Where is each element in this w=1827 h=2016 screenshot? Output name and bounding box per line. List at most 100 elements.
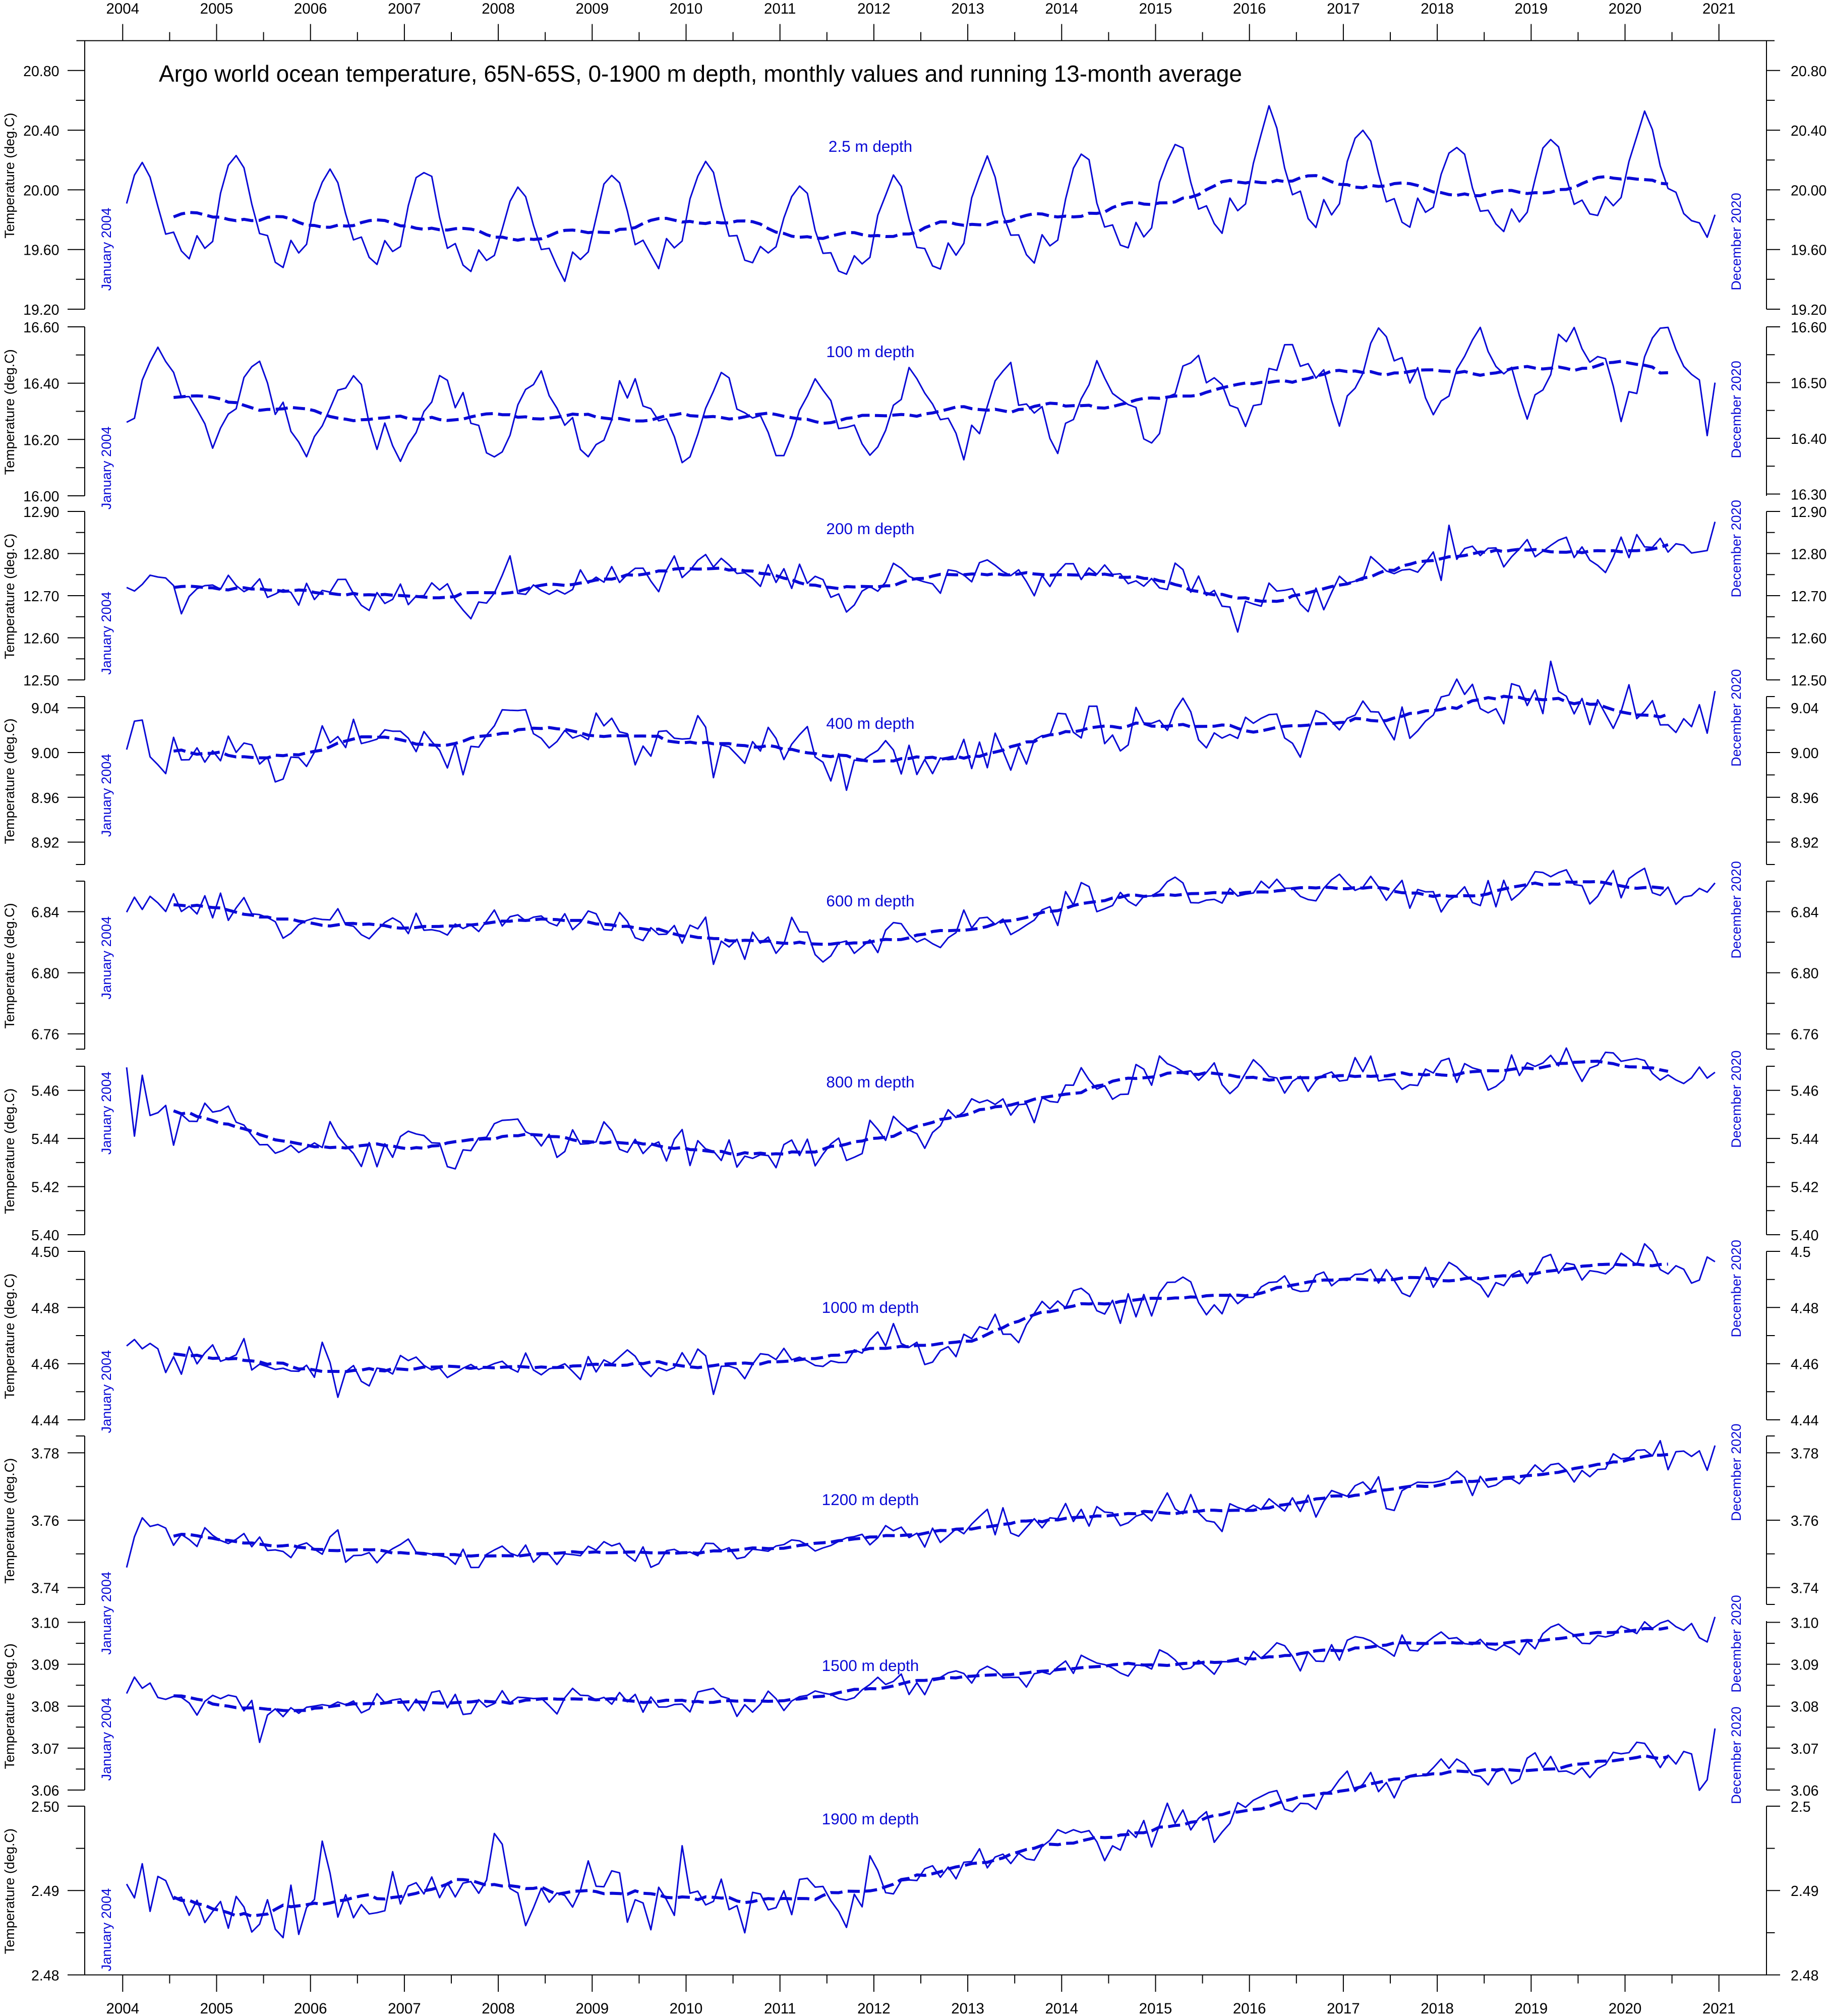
svg-text:6.76: 6.76 (31, 1027, 59, 1043)
svg-text:December 2020: December 2020 (1728, 193, 1744, 290)
svg-text:January 2004: January 2004 (98, 208, 114, 291)
svg-text:2007: 2007 (388, 2000, 421, 2016)
svg-text:3.78: 3.78 (31, 1446, 59, 1462)
svg-text:2.49: 2.49 (1791, 1883, 1818, 1899)
svg-text:4.48: 4.48 (1791, 1300, 1818, 1316)
svg-text:4.48: 4.48 (31, 1300, 59, 1316)
svg-text:2015: 2015 (1139, 2000, 1172, 2016)
svg-text:800 m depth: 800 m depth (826, 1073, 914, 1091)
svg-text:January 2004: January 2004 (98, 916, 114, 1000)
svg-text:8.96: 8.96 (31, 790, 59, 807)
svg-text:200 m depth: 200 m depth (826, 520, 914, 538)
svg-text:3.09: 3.09 (31, 1657, 59, 1674)
svg-text:2017: 2017 (1327, 2000, 1360, 2016)
svg-text:2014: 2014 (1045, 1, 1078, 17)
svg-text:5.42: 5.42 (1791, 1180, 1818, 1196)
svg-text:1500 m depth: 1500 m depth (822, 1656, 919, 1675)
svg-text:9.00: 9.00 (1791, 745, 1818, 762)
svg-text:Temperature (deg.C): Temperature (deg.C) (2, 1088, 17, 1214)
svg-text:12.70: 12.70 (23, 589, 59, 605)
svg-text:December 2020: December 2020 (1728, 1595, 1744, 1692)
svg-text:Temperature (deg.C): Temperature (deg.C) (2, 718, 17, 844)
svg-text:5.44: 5.44 (31, 1131, 60, 1147)
svg-text:3.10: 3.10 (31, 1616, 59, 1632)
svg-text:20.00: 20.00 (1791, 183, 1826, 199)
svg-text:19.20: 19.20 (1791, 302, 1826, 318)
svg-text:January 2004: January 2004 (98, 426, 114, 509)
svg-text:9.00: 9.00 (31, 745, 59, 762)
svg-text:6.80: 6.80 (31, 966, 59, 982)
svg-text:4.46: 4.46 (31, 1357, 59, 1373)
svg-text:3.76: 3.76 (31, 1513, 59, 1529)
svg-text:16.60: 16.60 (23, 320, 59, 336)
svg-text:3.74: 3.74 (1791, 1581, 1819, 1597)
svg-text:16.40: 16.40 (23, 376, 59, 392)
svg-text:2010: 2010 (670, 2000, 703, 2016)
svg-text:2.50: 2.50 (31, 1799, 59, 1815)
svg-text:20.40: 20.40 (23, 123, 59, 139)
svg-text:January 2004: January 2004 (98, 592, 114, 675)
svg-text:12.80: 12.80 (1791, 547, 1826, 563)
svg-text:2.48: 2.48 (31, 1968, 59, 1984)
svg-text:2006: 2006 (294, 2000, 327, 2016)
svg-text:2010: 2010 (670, 1, 703, 17)
svg-text:8.92: 8.92 (1791, 835, 1818, 851)
svg-text:12.50: 12.50 (1791, 673, 1826, 689)
svg-text:January 2004: January 2004 (98, 1888, 114, 1972)
svg-text:1200 m depth: 1200 m depth (822, 1490, 919, 1509)
svg-text:2019: 2019 (1514, 2000, 1548, 2016)
svg-text:16.30: 16.30 (1791, 487, 1826, 503)
svg-text:December 2020: December 2020 (1728, 1050, 1744, 1147)
svg-text:1900 m depth: 1900 m depth (822, 1810, 919, 1828)
svg-text:Temperature (deg.C): Temperature (deg.C) (2, 1274, 17, 1399)
svg-text:3.06: 3.06 (1791, 1783, 1818, 1799)
svg-text:2008: 2008 (482, 1, 515, 17)
svg-text:3.76: 3.76 (1791, 1513, 1818, 1529)
svg-text:Temperature (deg.C): Temperature (deg.C) (2, 349, 17, 475)
svg-text:2.48: 2.48 (1791, 1968, 1818, 1984)
svg-text:2.5: 2.5 (1791, 1799, 1811, 1815)
svg-text:2.5 m depth: 2.5 m depth (829, 137, 912, 155)
svg-text:Temperature (deg.C): Temperature (deg.C) (2, 113, 17, 239)
svg-text:16.50: 16.50 (1791, 376, 1826, 392)
svg-text:600 m depth: 600 m depth (826, 892, 914, 910)
svg-text:Temperature (deg.C): Temperature (deg.C) (2, 534, 17, 659)
svg-text:January 2004: January 2004 (98, 1698, 114, 1781)
svg-text:1000 m depth: 1000 m depth (822, 1298, 919, 1316)
svg-text:6.84: 6.84 (1791, 905, 1819, 921)
svg-text:5.40: 5.40 (31, 1228, 59, 1244)
svg-text:December 2020: December 2020 (1728, 361, 1744, 458)
svg-text:2016: 2016 (1233, 2000, 1266, 2016)
svg-text:3.10: 3.10 (1791, 1616, 1818, 1632)
svg-text:2019: 2019 (1514, 1, 1548, 17)
svg-text:3.74: 3.74 (31, 1581, 60, 1597)
svg-text:4.44: 4.44 (31, 1413, 60, 1429)
svg-text:2004: 2004 (106, 2000, 139, 2016)
svg-text:2012: 2012 (857, 2000, 891, 2016)
svg-text:12.60: 12.60 (1791, 631, 1826, 647)
svg-text:December 2020: December 2020 (1728, 1240, 1744, 1337)
svg-text:19.20: 19.20 (23, 302, 59, 318)
svg-text:2016: 2016 (1233, 1, 1266, 17)
svg-text:2009: 2009 (575, 2000, 609, 2016)
svg-text:12.50: 12.50 (23, 673, 59, 689)
svg-text:4.44: 4.44 (1791, 1413, 1819, 1429)
svg-text:December 2020: December 2020 (1728, 500, 1744, 597)
svg-text:2004: 2004 (106, 1, 139, 17)
svg-text:12.60: 12.60 (23, 631, 59, 647)
svg-text:2009: 2009 (575, 1, 609, 17)
svg-text:12.90: 12.90 (1791, 504, 1826, 521)
svg-text:December 2020: December 2020 (1728, 669, 1744, 767)
svg-text:12.70: 12.70 (1791, 589, 1826, 605)
svg-text:2018: 2018 (1421, 1, 1454, 17)
svg-text:2006: 2006 (294, 1, 327, 17)
svg-text:2013: 2013 (951, 1, 984, 17)
svg-text:5.46: 5.46 (1791, 1083, 1818, 1100)
svg-text:2015: 2015 (1139, 1, 1172, 17)
svg-text:400 m depth: 400 m depth (826, 714, 914, 732)
svg-text:2012: 2012 (857, 1, 891, 17)
svg-text:Temperature (deg.C): Temperature (deg.C) (2, 1828, 17, 1954)
svg-text:3.09: 3.09 (1791, 1657, 1818, 1674)
svg-text:2005: 2005 (200, 2000, 233, 2016)
svg-text:Temperature (deg.C): Temperature (deg.C) (2, 903, 17, 1028)
